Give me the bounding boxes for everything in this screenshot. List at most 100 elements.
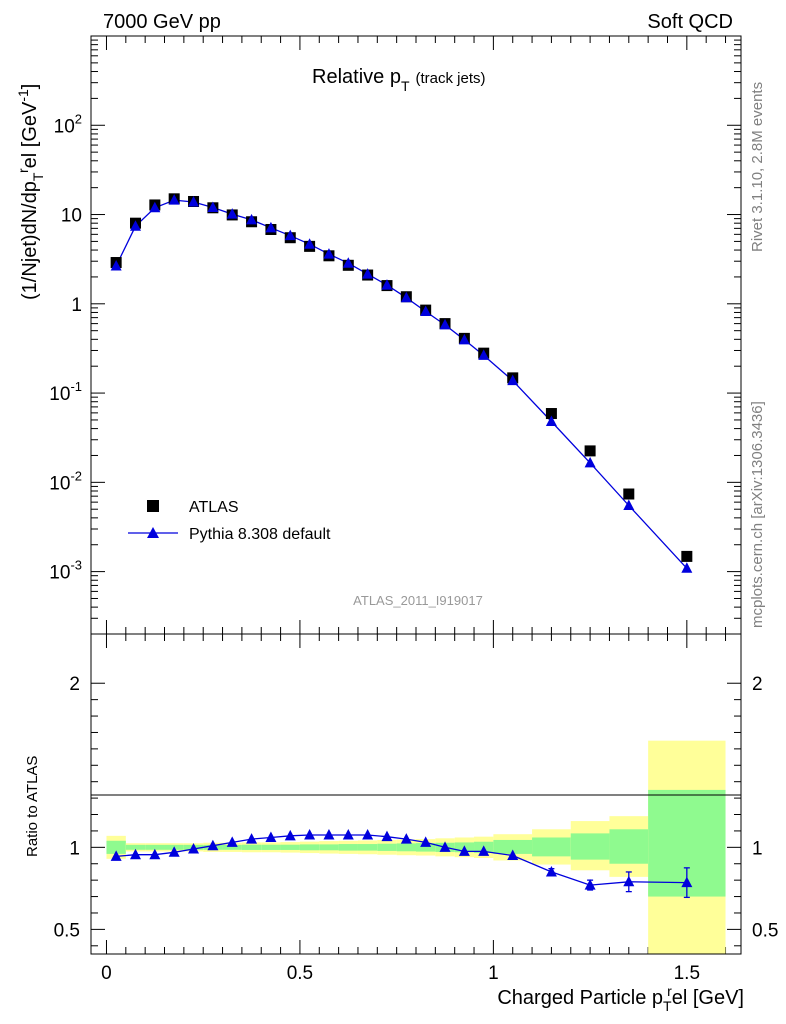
data-point <box>545 408 557 420</box>
stat-uncertainty-band <box>570 833 610 860</box>
main-y-tick-label: 1 <box>71 295 82 316</box>
ratio-y-tick-label-right: 1 <box>752 838 763 859</box>
ratio-y-axis-label: Ratio to ATLAS <box>24 756 41 857</box>
mc-point <box>207 201 219 212</box>
legend-mc-label: Pythia 8.308 default <box>189 526 331 543</box>
ratio-mc-point <box>246 833 258 844</box>
main-y-tick-label: 102 <box>54 111 82 137</box>
x-tick-label: 1 <box>488 963 499 984</box>
ratio-mc-point <box>507 849 519 861</box>
ratio-mc-point <box>323 829 335 840</box>
mc-point <box>545 415 557 427</box>
mc-point <box>381 279 393 290</box>
ratio-axis-ticks <box>91 682 741 947</box>
process-label: Soft QCD <box>647 11 733 33</box>
main-y-tick-label: 10-2 <box>49 468 82 494</box>
main-plot-panel: 10-3 10-2 10-1 1 10 102 ATLAS_2011_I919017 Re… <box>15 35 742 954</box>
stat-uncertainty-band <box>338 844 358 851</box>
mc-point <box>304 238 316 249</box>
plot-title: Relative pT (track jets) <box>312 66 486 94</box>
ratio-y-tick-label: 0.5 <box>54 920 80 941</box>
mc-point <box>584 456 596 468</box>
ratio-mc-point <box>342 829 354 840</box>
ratio-mc-point <box>362 829 374 840</box>
mc-point <box>129 220 141 231</box>
mc-point <box>362 268 374 279</box>
ratio-mc-point <box>110 850 122 861</box>
ratio-mc-point <box>400 833 412 844</box>
ratio-mc-point <box>623 875 635 887</box>
mc-point <box>478 349 490 360</box>
mc-point <box>507 374 519 386</box>
ratio-mc-point <box>284 829 296 841</box>
mc-point <box>323 248 335 259</box>
stat-uncertainty-band <box>145 844 165 850</box>
mc-point <box>420 305 432 316</box>
stat-uncertainty-band <box>241 844 262 850</box>
ratio-y-tick-labels: 0.5 0.5 1 1 2 2 <box>54 674 779 941</box>
ratio-y-tick-label: 1 <box>69 838 80 859</box>
mc-point <box>623 499 635 511</box>
mc-points <box>110 194 693 573</box>
data-point <box>623 488 635 500</box>
ratio-mc-point <box>584 879 596 890</box>
legend-mc-marker <box>147 527 159 538</box>
ratio-mc-point <box>129 848 141 860</box>
ratio-y-tick-label-right: 2 <box>752 674 763 695</box>
legend-data-label: ATLAS <box>189 499 239 516</box>
ratio-mc-point <box>265 831 277 842</box>
stat-uncertainty-band <box>532 837 571 857</box>
mc-point <box>439 318 451 330</box>
ratio-mc-point <box>149 848 161 860</box>
x-tick-label: 0.5 <box>287 963 313 984</box>
stat-uncertainty-band <box>493 839 533 854</box>
stat-uncertainty-band <box>416 843 436 852</box>
uncertainty-bands <box>106 740 726 954</box>
mc-point <box>188 196 200 207</box>
mc-point <box>226 208 238 219</box>
ratio-mc-point <box>681 876 693 888</box>
ratio-mc-point <box>188 842 200 854</box>
mc-point <box>265 221 277 233</box>
legend-data-marker <box>147 500 159 512</box>
analysis-watermark: ATLAS_2011_I919017 <box>353 593 483 608</box>
ratio-mc-point <box>545 865 557 877</box>
main-y-tick-label: 10-3 <box>49 558 82 584</box>
main-plot-frame <box>90 35 742 635</box>
stat-uncertainty-band <box>396 843 416 852</box>
ratio-mc-point <box>304 829 316 840</box>
x-tick-label: 0 <box>101 963 112 984</box>
stat-uncertainty-band <box>299 844 320 851</box>
data-point <box>681 550 693 562</box>
mc-point <box>149 201 161 213</box>
ratio-mc-point <box>420 836 432 847</box>
mc-point <box>284 229 296 241</box>
ratio-mc-points <box>110 829 693 899</box>
mc-point <box>400 291 412 303</box>
ratio-y-tick-label-right: 0.5 <box>752 920 778 941</box>
main-y-tick-label: 10 <box>61 206 82 227</box>
ratio-mc-point <box>439 841 451 852</box>
ratio-mc-point <box>381 830 393 842</box>
ratio-plot-panel: 0.5 0.5 1 1 2 2 0 0.5 1 1.5 Ratio to ATLAS Charg… <box>24 633 779 1014</box>
stat-uncertainty-band <box>106 840 126 854</box>
x-tick-labels: 0 0.5 1 1.5 <box>101 963 700 984</box>
mc-point <box>458 333 470 345</box>
ratio-mc-point <box>207 839 219 851</box>
stat-uncertainty-band <box>261 844 281 850</box>
ratio-y-tick-label: 2 <box>69 674 80 695</box>
mc-point <box>246 213 258 225</box>
mc-point <box>110 260 122 271</box>
stat-uncertainty-band <box>222 844 242 850</box>
collision-label: 7000 GeV pp <box>103 11 221 33</box>
main-y-tick-labels: 10-3 10-2 10-1 1 10 102 <box>49 111 82 583</box>
legend: ATLAS Pythia 8.308 default <box>128 499 331 543</box>
ratio-mc-point <box>168 846 180 857</box>
data-point <box>584 445 596 457</box>
x-axis-label: Charged Particle pTrel [GeV] <box>497 983 744 1014</box>
ratio-plot-frame <box>90 633 742 955</box>
mc-point <box>342 257 354 268</box>
ratio-mc-point <box>458 845 470 856</box>
mcplots-label: mcplots.cern.ch [arXiv:1306.3436] <box>749 401 766 628</box>
